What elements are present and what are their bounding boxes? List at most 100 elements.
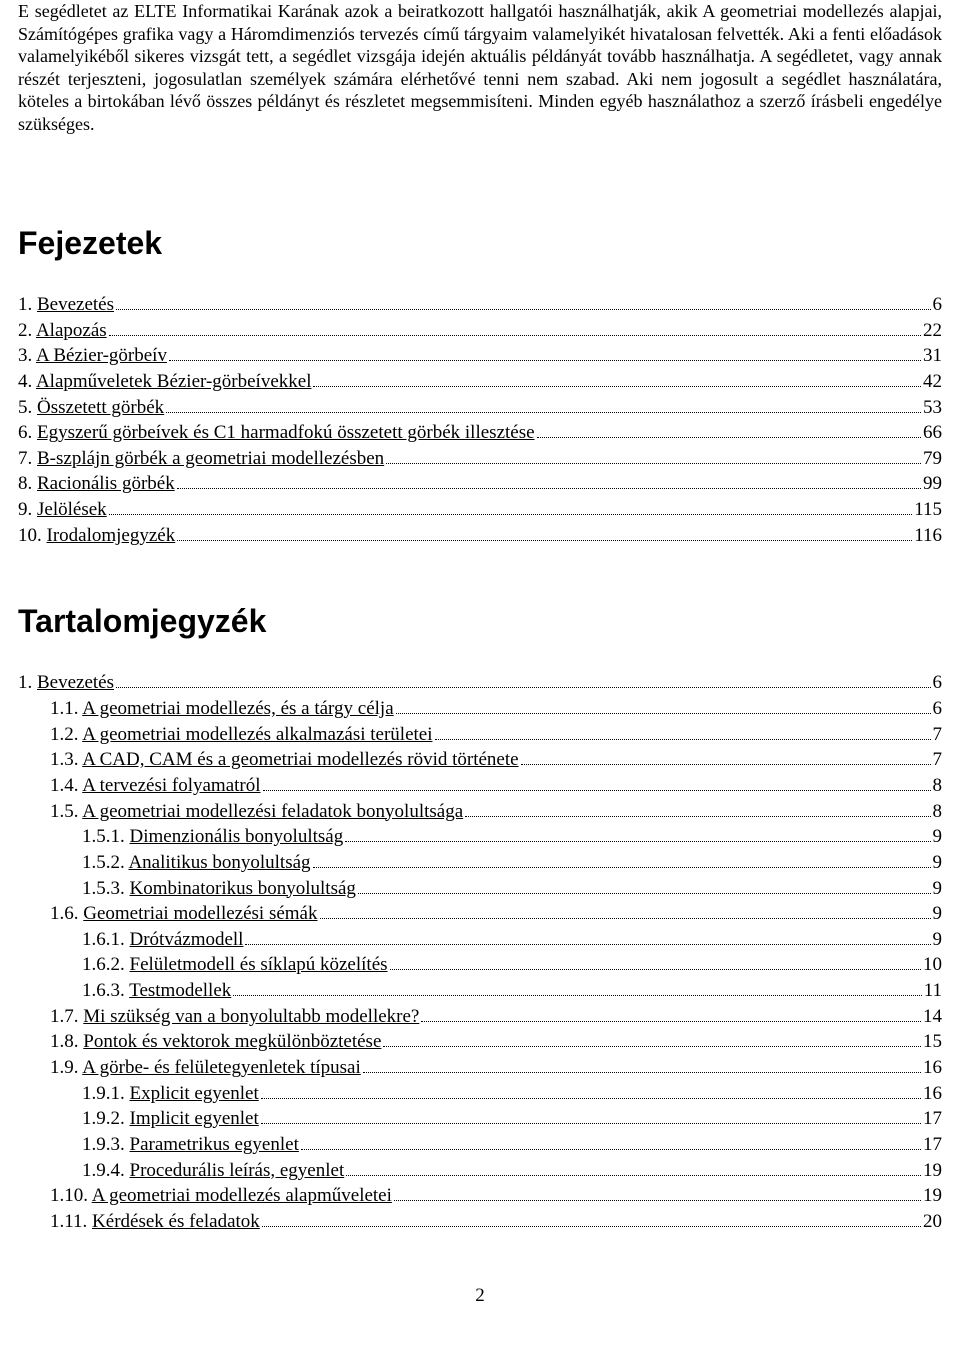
toc-entry-link[interactable]: Analitikus bonyolultság <box>128 852 310 873</box>
toc-entry-link[interactable]: A geometriai modellezés alapműveletei <box>92 1185 392 1206</box>
toc-entry-link[interactable]: Alapműveletek Bézier-görbeívekkel <box>36 371 312 392</box>
toc-entry-link[interactable]: Bevezetés <box>37 294 114 315</box>
toc-leader-dots <box>177 540 912 541</box>
toc-entry-number: 1.9.3. <box>82 1134 130 1155</box>
toc-entry-number: 1.8. <box>50 1031 83 1052</box>
toc-entry-link[interactable]: Felületmodell és síklapú közelítés <box>130 954 388 975</box>
toc-row: 1.6.2. Felületmodell és síklapú közelíté… <box>18 952 942 978</box>
toc-leader-dots <box>346 1175 921 1176</box>
toc-entry-link[interactable]: Bevezetés <box>37 672 114 693</box>
toc-row: 1.7. Mi szükség van a bonyolultabb model… <box>18 1004 942 1030</box>
toc-leader-dots <box>109 514 913 515</box>
toc-leader-dots <box>313 867 931 868</box>
toc-entry-number: 1.7. <box>50 1006 83 1027</box>
toc-entry-number: 1.6.1. <box>82 929 130 950</box>
toc-entry-link[interactable]: Racionális görbék <box>37 473 175 494</box>
toc-leader-dots <box>261 1123 921 1124</box>
toc-entry-label: 1.9.4. Procedurális leírás, egyenlet <box>82 1158 344 1184</box>
toc-entry-number: 3. <box>18 345 36 366</box>
toc-leader-dots <box>358 893 931 894</box>
toc-entry-link[interactable]: A geometriai modellezés, és a tárgy célj… <box>82 698 393 719</box>
toc-entry-link[interactable]: Explicit egyenlet <box>130 1083 259 1104</box>
toc-entry-number: 6. <box>18 422 37 443</box>
toc-entry-link[interactable]: Mi szükség van a bonyolultabb modellekre… <box>83 1006 419 1027</box>
toc-row: 1.9. A görbe- és felületegyenletek típus… <box>18 1055 942 1081</box>
toc-entry-label: 3. A Bézier-görbeív <box>18 343 167 369</box>
toc-leader-dots <box>262 1226 921 1227</box>
toc-entry-link[interactable]: Irodalomjegyzék <box>47 525 176 546</box>
toc-entry-page: 6 <box>933 670 943 696</box>
toc-leader-dots <box>116 309 930 310</box>
toc-entry-link[interactable]: A Bézier-görbeív <box>36 345 167 366</box>
toc-entry-link[interactable]: Implicit egyenlet <box>130 1108 259 1129</box>
toc-entry-link[interactable]: Dimenzionális bonyolultság <box>130 826 344 847</box>
toc-entry-number: 1.5.3. <box>82 878 130 899</box>
toc-entry-link[interactable]: Geometriai modellezési sémák <box>83 903 317 924</box>
toc-entry-label: 4. Alapműveletek Bézier-görbeívekkel <box>18 369 311 395</box>
toc-entry-label: 1.1. A geometriai modellezés, és a tárgy… <box>50 696 394 722</box>
toc-entry-link[interactable]: Kérdések és feladatok <box>92 1211 260 1232</box>
toc-entry-link[interactable]: B-szplájn görbék a geometriai modellezés… <box>37 448 384 469</box>
toc-entry-number: 9. <box>18 499 37 520</box>
toc-entry-link[interactable]: A geometriai modellezési feladatok bonyo… <box>82 801 463 822</box>
toc-leader-dots <box>537 437 921 438</box>
toc-leader-dots <box>301 1149 921 1150</box>
toc-entry-label: 1.5.3. Kombinatorikus bonyolultság <box>82 876 356 902</box>
toc-leader-dots <box>521 764 931 765</box>
toc-entry-page: 14 <box>923 1004 942 1030</box>
toc-entry-link[interactable]: Parametrikus egyenlet <box>130 1134 299 1155</box>
toc-row: 1.6. Geometriai modellezési sémák9 <box>18 901 942 927</box>
toc-leader-dots <box>345 841 930 842</box>
toc-entry-number: 10. <box>18 525 47 546</box>
toc-entry-number: 1.5.1. <box>82 826 130 847</box>
toc-entry-number: 1.4. <box>50 775 82 796</box>
toc-entry-number: 2. <box>18 320 36 341</box>
toc-entry-number: 1.9. <box>50 1057 82 1078</box>
toc-leader-dots <box>233 995 921 996</box>
toc-entry-number: 1.2. <box>50 724 82 745</box>
toc-entry-label: 1.9.2. Implicit egyenlet <box>82 1106 259 1132</box>
toc-entry-page: 17 <box>923 1132 942 1158</box>
toc-entry-page: 15 <box>923 1029 942 1055</box>
toc-entry-number: 1.6.3. <box>82 980 129 1001</box>
toc-entry-label: 8. Racionális görbék <box>18 471 175 497</box>
toc-leader-dots <box>261 1098 921 1099</box>
toc-entry-link[interactable]: Összetett görbék <box>37 397 164 418</box>
toc-leader-dots <box>169 360 921 361</box>
toc-entry-label: 1.6.1. Drótvázmodell <box>82 927 243 953</box>
toc-entry-link[interactable]: A tervezési folyamatról <box>82 775 260 796</box>
toc-leader-dots <box>313 386 921 387</box>
toc-entry-label: 1.3. A CAD, CAM és a geometriai modellez… <box>50 747 519 773</box>
toc-leader-dots <box>109 335 921 336</box>
toc-entry-page: 66 <box>923 420 942 446</box>
document-page: E segédletet az ELTE Informatikai Karána… <box>0 0 960 1347</box>
toc-leader-dots <box>390 969 921 970</box>
toc-entry-page: 7 <box>933 747 943 773</box>
toc-entry-link[interactable]: A görbe- és felületegyenletek típusai <box>82 1057 361 1078</box>
toc-entry-number: 1. <box>18 672 37 693</box>
toc-entry-link[interactable]: A geometriai modellezés alkalmazási terü… <box>82 724 432 745</box>
toc-entry-number: 5. <box>18 397 37 418</box>
toc-row: 10. Irodalomjegyzék116 <box>18 523 942 549</box>
toc-entry-link[interactable]: Testmodellek <box>129 980 231 1001</box>
toc-row: 1. Bevezetés 6 <box>18 670 942 696</box>
toc-entry-link[interactable]: Alapozás <box>36 320 107 341</box>
toc-entry-link[interactable]: A CAD, CAM és a geometriai modellezés rö… <box>82 749 518 770</box>
toc-leader-dots <box>435 739 931 740</box>
toc-leader-dots <box>320 918 931 919</box>
toc-entry-label: 1. Bevezetés <box>18 670 114 696</box>
toc-entry-page: 19 <box>923 1183 942 1209</box>
toc-entry-label: 9. Jelölések <box>18 497 107 523</box>
toc-entry-number: 7. <box>18 448 37 469</box>
toc-entry-link[interactable]: Drótvázmodell <box>130 929 244 950</box>
toc-entry-number: 1.5. <box>50 801 82 822</box>
toc-entry-link[interactable]: Jelölések <box>37 499 107 520</box>
toc-entry-label: 7. B-szplájn görbék a geometriai modelle… <box>18 446 384 472</box>
toc-entry-link[interactable]: Kombinatorikus bonyolultság <box>130 878 356 899</box>
toc-entry-link[interactable]: Egyszerű görbeívek és C1 harmadfokú össz… <box>37 422 535 443</box>
toc-entry-link[interactable]: Pontok és vektorok megkülönböztetése <box>83 1031 381 1052</box>
toc-entry-page: 20 <box>923 1209 942 1235</box>
toc-heading: Tartalomjegyzék <box>18 603 942 640</box>
toc-entry-label: 1.7. Mi szükség van a bonyolultabb model… <box>50 1004 419 1030</box>
toc-entry-link[interactable]: Procedurális leírás, egyenlet <box>130 1160 345 1181</box>
